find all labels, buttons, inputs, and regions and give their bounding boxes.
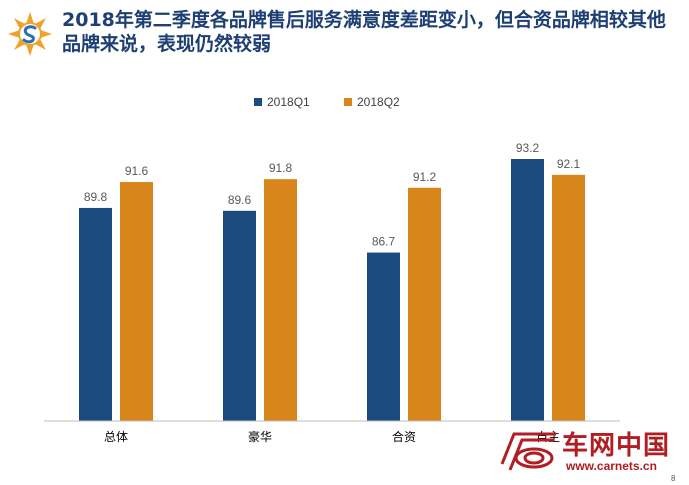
data-label: 89.6 (228, 193, 252, 207)
bar-2018Q1-自主 (511, 159, 544, 421)
data-label: 93.2 (516, 141, 540, 155)
chart-legend: 2018Q1 2018Q2 (254, 95, 400, 109)
legend-label-2018Q1: 2018Q1 (267, 95, 310, 109)
bar-2018Q2-豪华 (264, 179, 297, 421)
data-label: 89.8 (84, 190, 108, 204)
data-label: 91.8 (269, 161, 293, 175)
legend-swatch-2018Q2 (344, 98, 352, 106)
data-label: 92.1 (557, 157, 581, 171)
legend-label-2018Q2: 2018Q2 (357, 95, 400, 109)
x-tick-label: 豪华 (248, 429, 272, 444)
data-label: 91.6 (125, 164, 149, 178)
page-title: 2018年第二季度各品牌售后服务满意度差距变小，但合资品牌相较其他品牌来说，表现… (62, 9, 666, 55)
data-label: 86.7 (372, 235, 396, 249)
carnets-logo-icon (500, 432, 556, 471)
bar-2018Q2-合资 (408, 187, 441, 421)
chart-bars (79, 159, 585, 421)
bar-2018Q2-自主 (552, 174, 585, 421)
watermark-brand-name: 车网中国 (562, 431, 671, 461)
x-axis-tick-labels: 总体 豪华 合资 自主 (104, 429, 560, 444)
bar-2018Q1-豪华 (223, 210, 256, 421)
x-tick-label: 合资 (392, 429, 416, 444)
watermark-url: www.carnets.cn (566, 459, 657, 473)
company-logo-icon (8, 12, 52, 56)
data-label: 91.2 (413, 170, 437, 184)
bar-2018Q2-总体 (120, 182, 153, 421)
page-number: 8 (671, 474, 676, 483)
x-tick-label: 总体 (104, 430, 128, 444)
legend-swatch-2018Q1 (254, 98, 262, 106)
chart-data-labels: 89.8 91.6 89.6 91.8 86.7 91.2 93.2 92.1 (84, 141, 581, 249)
bar-2018Q1-合资 (367, 252, 400, 421)
bar-2018Q1-总体 (79, 207, 112, 421)
